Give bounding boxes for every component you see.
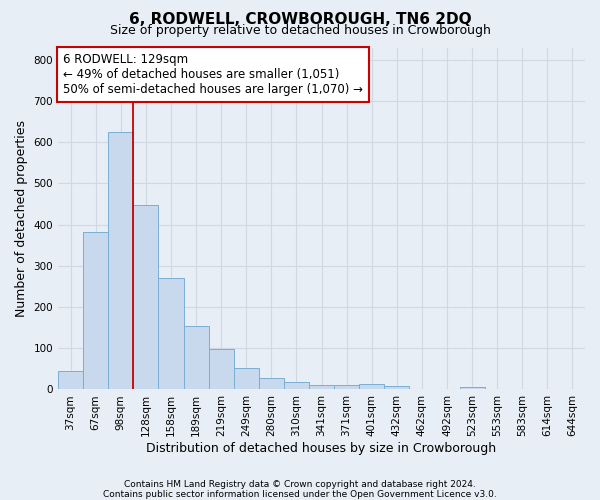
- Text: 6, RODWELL, CROWBOROUGH, TN6 2DQ: 6, RODWELL, CROWBOROUGH, TN6 2DQ: [128, 12, 472, 28]
- Text: Contains HM Land Registry data © Crown copyright and database right 2024.: Contains HM Land Registry data © Crown c…: [124, 480, 476, 489]
- Bar: [359, 384, 384, 390]
- Bar: [209, 348, 233, 390]
- Y-axis label: Number of detached properties: Number of detached properties: [15, 120, 28, 317]
- Bar: [108, 132, 133, 390]
- Bar: [133, 206, 158, 390]
- Bar: [460, 386, 485, 390]
- Bar: [58, 370, 83, 390]
- Text: Size of property relative to detached houses in Crowborough: Size of property relative to detached ho…: [110, 24, 490, 37]
- Bar: [184, 326, 209, 390]
- Bar: [83, 232, 108, 390]
- Bar: [158, 278, 184, 390]
- X-axis label: Distribution of detached houses by size in Crowborough: Distribution of detached houses by size …: [146, 442, 497, 455]
- Bar: [334, 385, 359, 390]
- Bar: [384, 386, 409, 390]
- Bar: [259, 378, 284, 390]
- Text: 6 RODWELL: 129sqm
← 49% of detached houses are smaller (1,051)
50% of semi-detac: 6 RODWELL: 129sqm ← 49% of detached hous…: [64, 52, 364, 96]
- Bar: [309, 385, 334, 390]
- Bar: [284, 382, 309, 390]
- Bar: [233, 368, 259, 390]
- Text: Contains public sector information licensed under the Open Government Licence v3: Contains public sector information licen…: [103, 490, 497, 499]
